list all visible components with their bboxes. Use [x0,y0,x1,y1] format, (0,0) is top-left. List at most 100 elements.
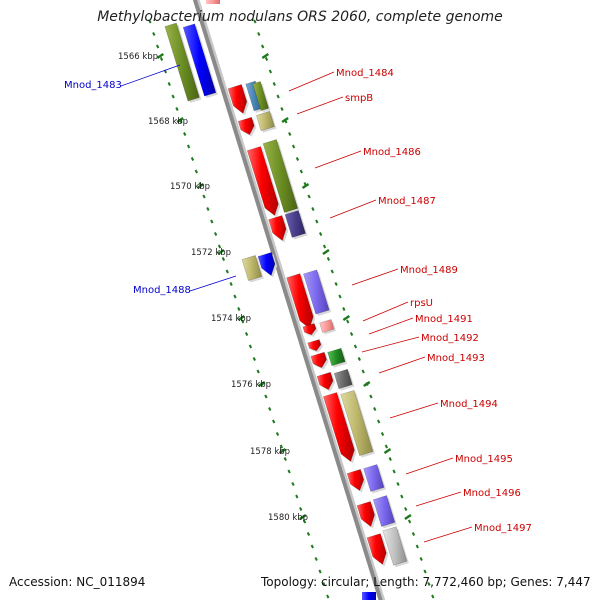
inner-rail-dot [268,407,272,411]
outer-rail-dot [349,332,354,336]
callout-line [389,402,439,419]
cds-red [286,273,314,329]
inner-rail-dot [152,32,156,36]
outer-rail-dot [357,357,361,361]
tick-label: 1574 kbp [211,314,251,324]
inner-rail-dot [225,269,229,274]
gene-label-right: Mnod_1484 [336,68,394,79]
major-tick [217,248,225,256]
cds-red [346,469,365,492]
topology-text: Topology: circular; Length: 7,772,460 bp… [261,575,591,589]
cds-red [302,323,317,336]
outer-rail-dot [380,432,385,436]
outer-rail-dot [376,419,381,424]
outer-rail-dot [411,532,416,536]
genome-band [192,0,387,605]
gene-label-right: Mnod_1487 [378,196,436,207]
gene-smpb [255,110,275,132]
gene-mnod-1483-olive [164,22,200,102]
gene-mnod-1495 [363,464,385,492]
major-tick [281,116,289,124]
gene-label-left: Mnod_1488 [133,285,191,296]
gene-mnod-1492 [327,347,346,367]
major-tick [176,116,184,124]
inner-rail-dot [183,132,187,136]
outer-rail-dot [404,507,408,511]
outer-rail-dot [261,44,265,49]
inner-rail-dot [248,344,253,349]
outer-rail-dot [396,482,400,486]
gene-label-right: Mnod_1491 [415,314,473,325]
backbone-line [192,0,385,605]
callout-line [368,317,414,335]
gene-mnod-1483-blue [182,23,217,97]
outer-rail-dot [280,107,284,111]
gene-partial-top [206,0,220,4]
inner-rail-dot [314,557,318,561]
tick-label: 1572 kbp [191,248,231,258]
inner-rail-dot [279,444,284,449]
accession-text: Accession: NC_011894 [9,575,146,589]
outer-rail-dot [353,344,358,349]
outer-rail-dot [276,94,280,99]
gene-mnod-1496 [372,495,396,527]
outer-rail-dot [253,19,257,24]
outer-rail-dot [330,269,334,274]
outer-rail-dot [299,169,303,174]
callout-line [288,71,335,92]
outer-rail-dot [338,294,342,299]
major-tick [322,248,330,256]
tick-label: 1578 kbp [250,447,290,457]
callout-line [351,268,399,286]
outer-rail-dot [272,82,276,86]
outer-rail-dot [264,57,269,61]
gene-features [164,0,409,602]
major-tick [237,314,246,322]
outer-rail-dot [427,582,431,586]
gene-mnod-1488-blue [257,252,276,277]
callout-line [189,275,237,292]
outer-rail-dot [346,319,350,324]
cds-red [268,215,287,241]
outer-rail-dot [307,194,311,199]
callout-line [415,491,462,507]
gene-label-right: Mnod_1486 [363,147,421,158]
inner-rail-dot [148,19,152,24]
gene-rpsu [319,319,335,333]
inner-rail-dot [156,44,160,49]
cds-red [246,146,279,216]
major-tick [261,52,270,60]
outer-rail-dot [319,232,323,236]
gene-mnod-1487 [284,210,306,238]
callout-line [378,356,426,374]
inner-rail-dot [221,257,226,261]
outer-rail-dot [423,569,427,574]
outer-rail-dot [295,157,300,161]
outer-rail-dot [407,519,412,524]
major-tick [404,513,412,521]
outer-rail-dot [315,219,319,224]
gene-mnod-1494 [340,389,374,457]
inner-rail-dot [295,494,299,499]
tick-labels: 1566 kbp 1568 kbp 1570 kbp 1572 kbp 1574 kbp… [118,52,308,523]
outer-rail-dot [288,132,292,136]
callout-line [120,64,181,87]
outer-rail-dot [373,407,377,411]
inner-rail-dot [306,532,311,536]
inner-rail-dot [256,369,260,374]
major-tick [342,314,351,322]
gene-mnod-1497 [382,526,408,566]
tick-label: 1568 kbp [148,117,188,127]
inner-rail-dot [275,432,280,436]
callout-line [361,336,420,353]
cds-red [307,339,322,352]
cds-red [366,533,387,565]
cds-red [227,84,248,114]
inner-rail-dot [167,82,171,86]
cds-red [237,116,255,136]
gene-callouts: Mnod_1484 smpB Mnod_1486 Mnod_1487 Mnod_1489… [64,64,532,543]
gene-label-right: Mnod_1493 [427,353,485,364]
major-tick [156,52,165,60]
cds-red [316,371,334,391]
